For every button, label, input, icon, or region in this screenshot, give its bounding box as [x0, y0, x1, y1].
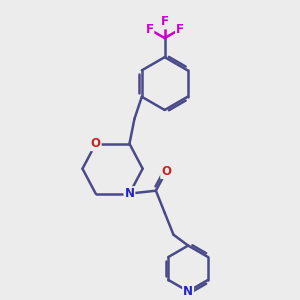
Text: F: F — [146, 23, 153, 36]
Text: N: N — [183, 285, 193, 298]
Text: F: F — [161, 15, 169, 28]
Text: O: O — [91, 137, 101, 150]
Text: N: N — [124, 187, 134, 200]
Text: F: F — [176, 23, 184, 36]
Text: O: O — [161, 165, 171, 178]
